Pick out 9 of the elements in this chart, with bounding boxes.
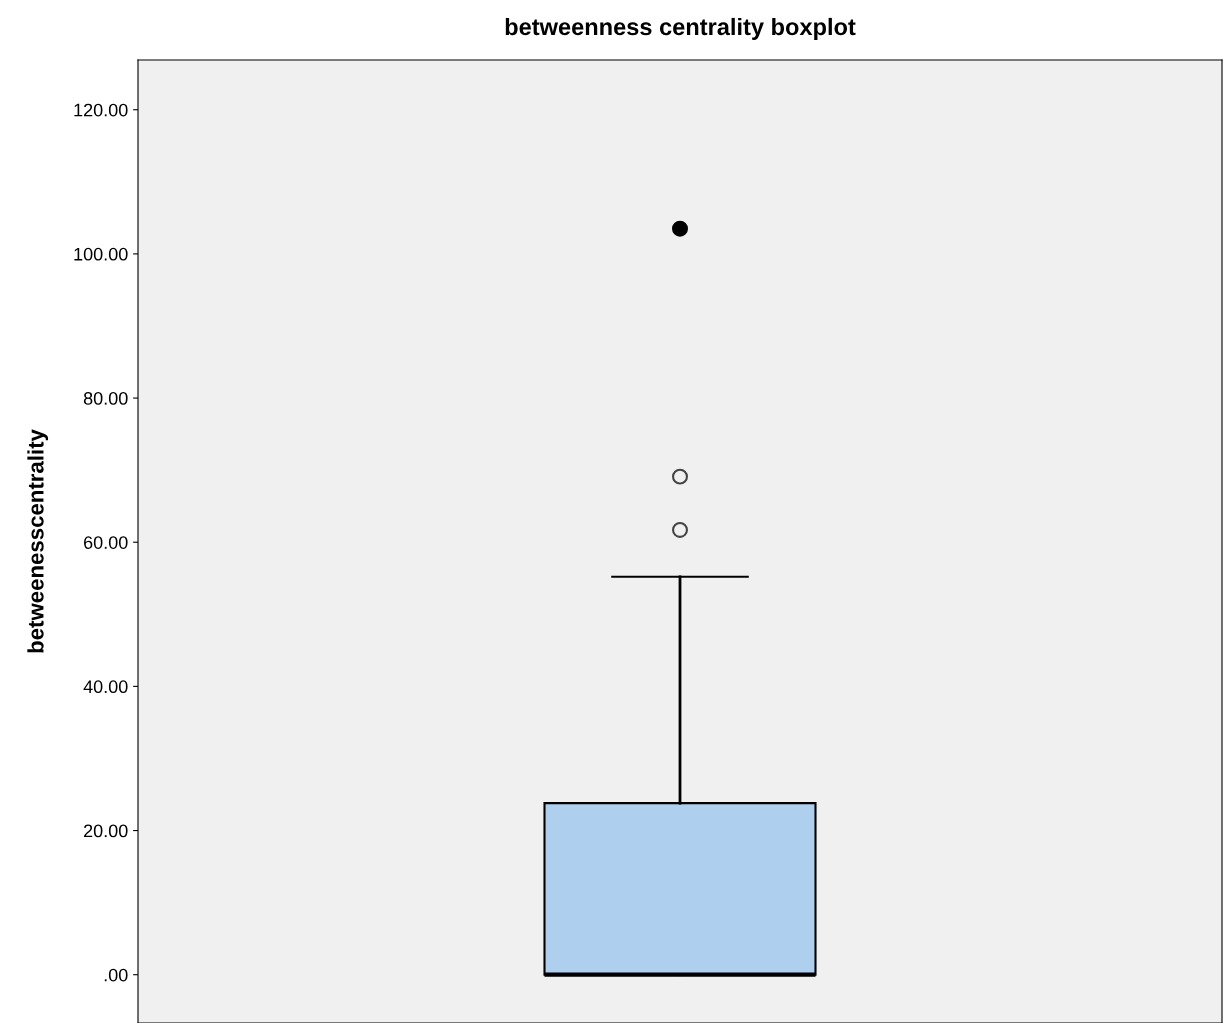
y-tick-label: 60.00 [84, 536, 128, 549]
y-tick-label: 80.00 [83, 391, 128, 405]
y-tick-label: 100.00 [74, 247, 128, 261]
y-tick-label: .00 [104, 968, 128, 982]
y-tick-label: 20.00 [84, 824, 128, 838]
chart-title: betweenness centrality boxplot [505, 17, 856, 40]
y-tick-label: 40.00 [83, 680, 128, 694]
y-axis-title: betweenesscentrality [27, 429, 49, 653]
y-tick-label: 120.00 [74, 103, 128, 117]
